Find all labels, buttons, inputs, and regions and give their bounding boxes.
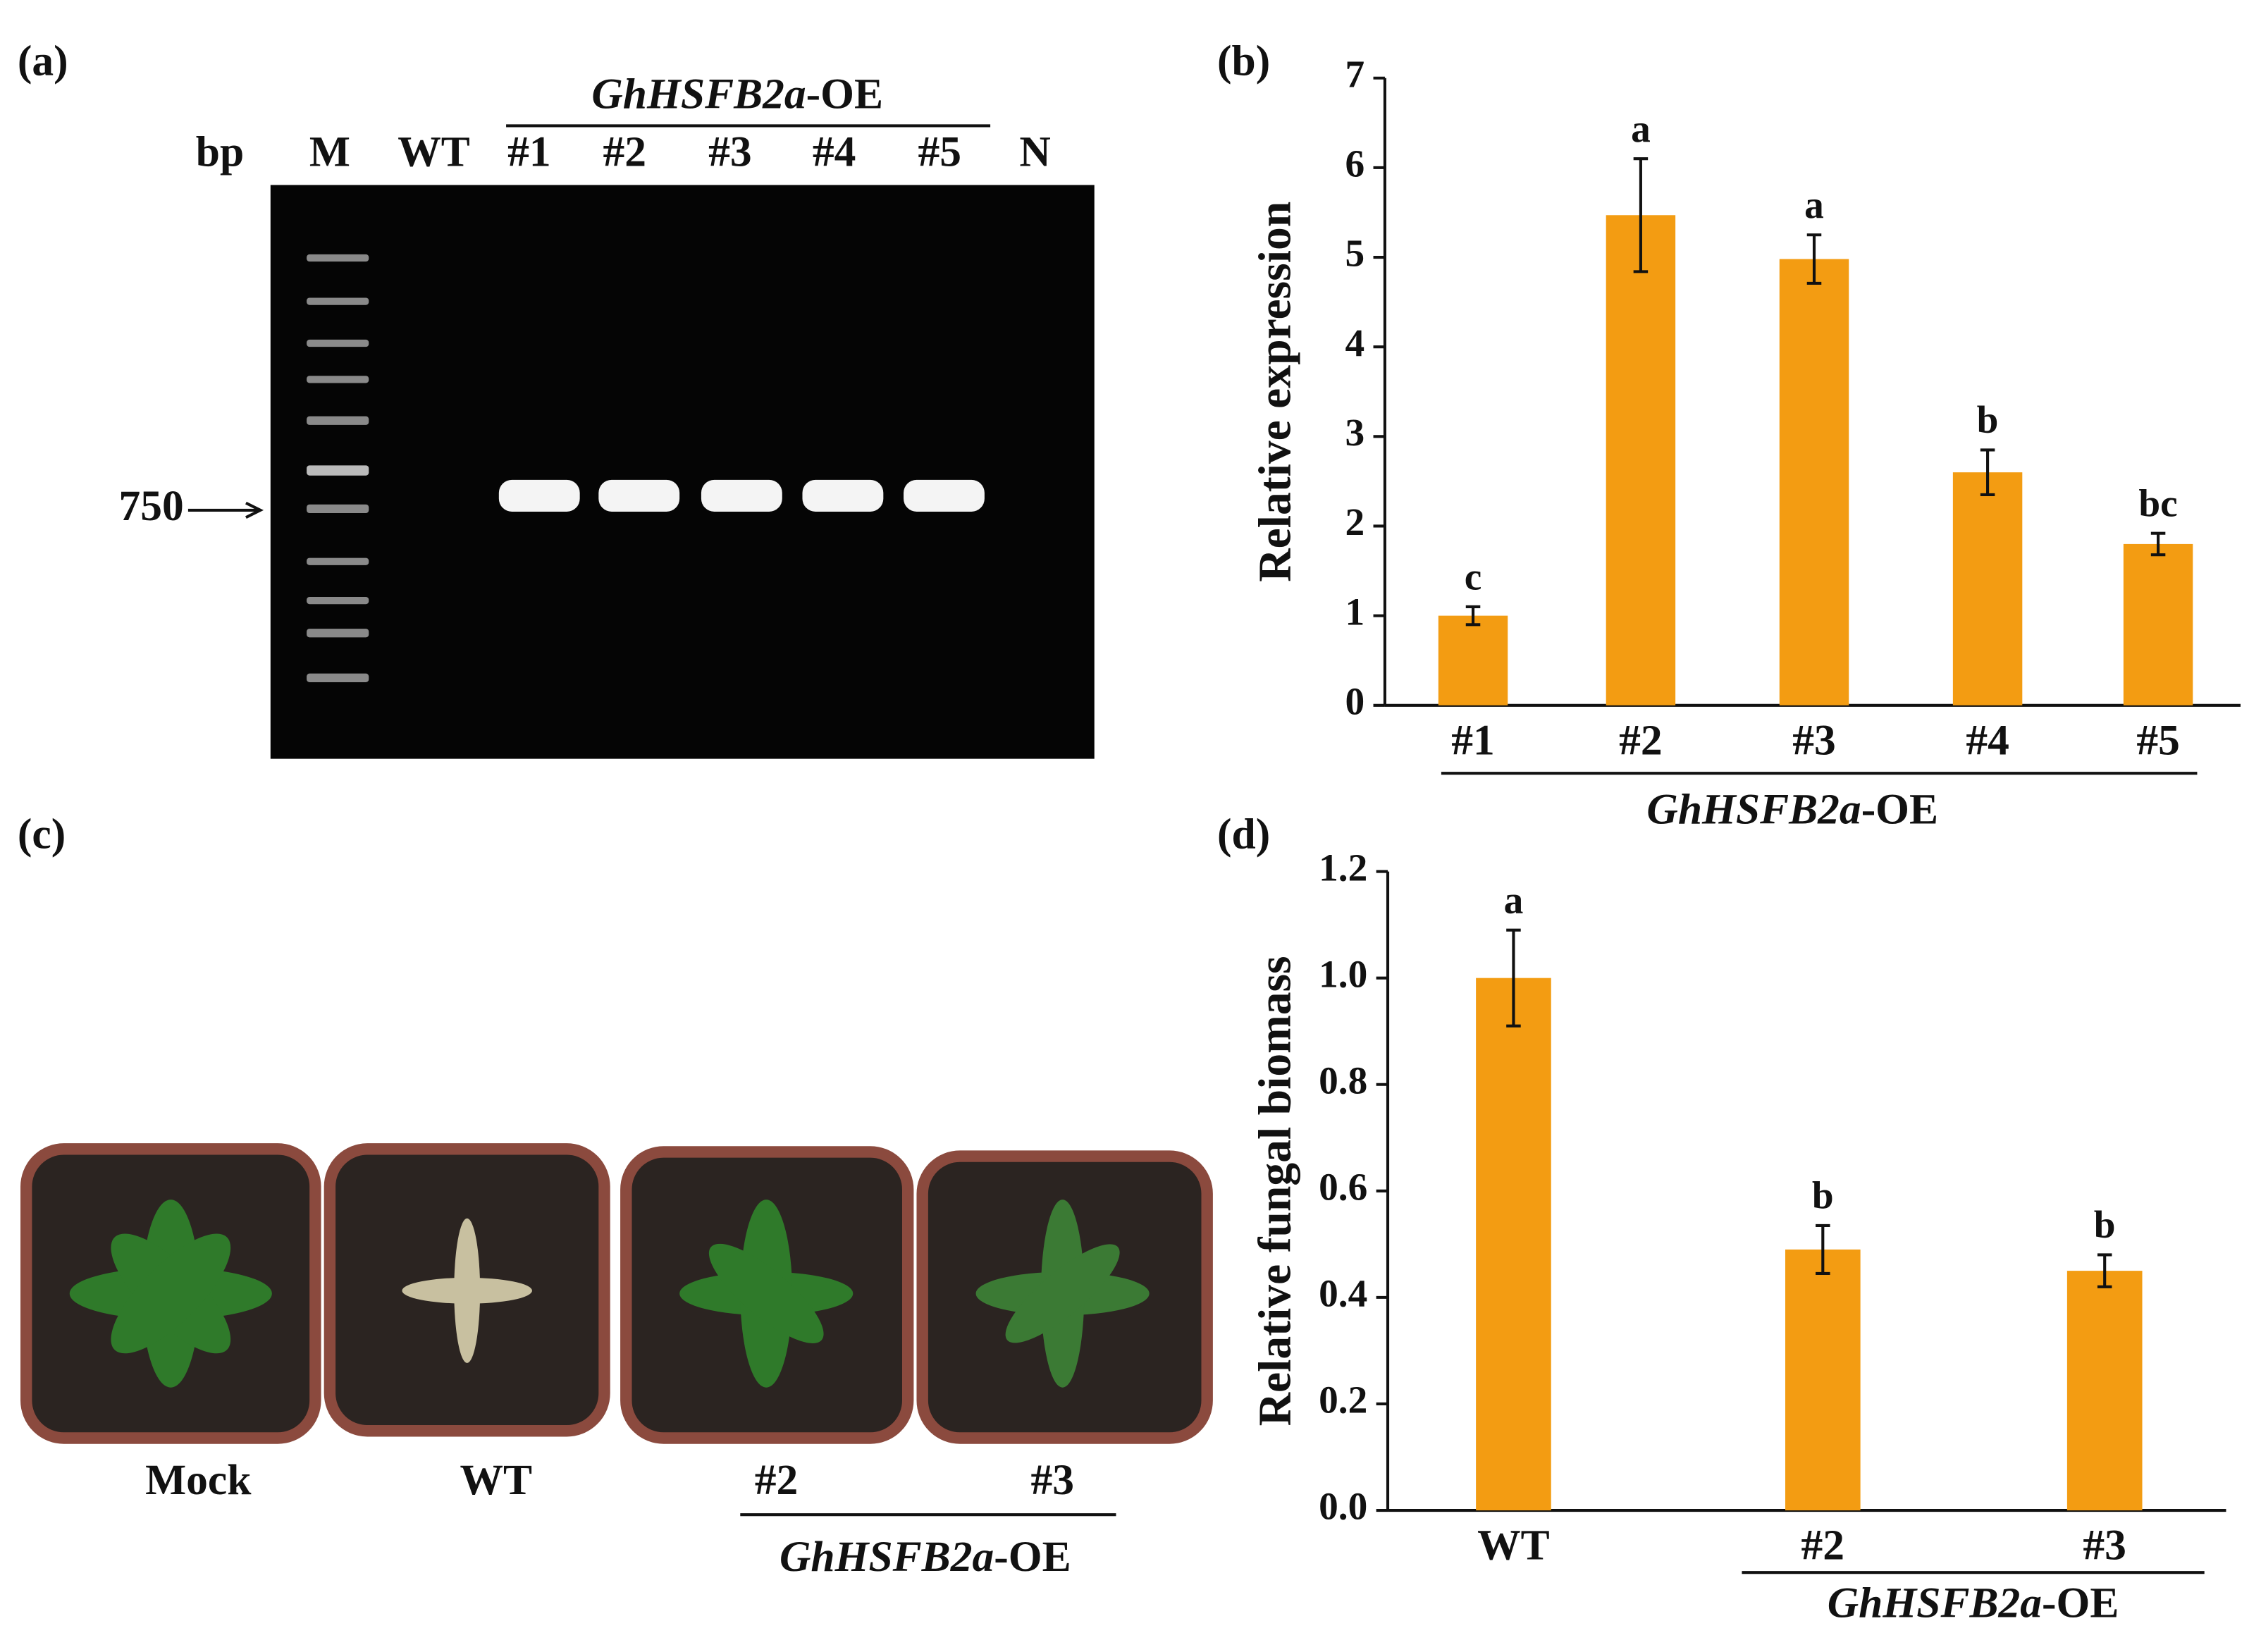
group-label-suffix: -OE <box>1861 786 1938 834</box>
bar <box>1606 215 1676 705</box>
x-tick-label: #4 <box>1966 716 2009 764</box>
group-label-gene: GhHSFB2a <box>591 70 806 118</box>
marker-arrow-head <box>245 501 264 519</box>
panel-label: (d) <box>1217 810 1270 858</box>
plant-label: #2 <box>755 1456 799 1504</box>
error-bar <box>1465 605 1481 627</box>
y-tick-label: 2 <box>1345 500 1365 543</box>
bar <box>1779 259 1849 705</box>
significance-letter: a <box>1631 107 1651 150</box>
error-bar <box>1506 928 1521 1028</box>
lane-label: N <box>1019 128 1050 176</box>
lane-label: #5 <box>918 128 962 176</box>
y-axis-label: Relative fungal biomass <box>1250 956 1300 1426</box>
bar <box>2066 1271 2143 1511</box>
x-tick-label: #3 <box>1792 716 1836 764</box>
lane-label: #3 <box>708 128 752 176</box>
size-unit: bp <box>196 128 244 176</box>
size-marker: 750 <box>118 482 183 530</box>
lane-label: M <box>309 128 350 176</box>
group-label: GhHSFB2a-OE <box>780 1533 1071 1581</box>
bar <box>1476 978 1551 1511</box>
bar <box>2123 543 2193 705</box>
error-bar <box>1633 157 1649 273</box>
error-bar <box>1806 233 1822 285</box>
x-tick-label: #1 <box>1451 716 1495 764</box>
plant-label: #3 <box>1031 1456 1075 1504</box>
panel-label: (b) <box>1217 37 1270 85</box>
error-bar <box>1980 448 1995 497</box>
group-label-suffix: -OE <box>994 1533 1071 1581</box>
lane-label: #1 <box>507 128 551 176</box>
group-label-suffix: -OE <box>806 70 883 118</box>
bar <box>1952 472 2023 705</box>
y-tick-label: 5 <box>1345 232 1365 275</box>
y-tick-label: 1.2 <box>1319 846 1367 889</box>
significance-letter: b <box>2094 1203 2116 1246</box>
group-label-gene: GhHSFB2a <box>1828 1579 2042 1627</box>
group-label: GhHSFB2a-OE <box>1646 786 1938 834</box>
ladder <box>307 254 369 682</box>
significance-letter: b <box>1977 398 1999 441</box>
y-tick-label: 0.6 <box>1319 1166 1367 1209</box>
y-tick-label: 6 <box>1345 142 1365 185</box>
y-tick-label: 1.0 <box>1319 952 1367 995</box>
group-label: GhHSFB2a-OE <box>591 70 883 118</box>
pcr-bands <box>498 479 985 512</box>
x-tick-label: #2 <box>1619 716 1663 764</box>
x-tick-label: #3 <box>2083 1522 2126 1570</box>
bar <box>1785 1249 1861 1511</box>
y-tick-label: 0.0 <box>1319 1485 1367 1528</box>
x-tick-label: #5 <box>2136 716 2180 764</box>
plant-label: Mock <box>145 1456 252 1504</box>
group-label-gene: GhHSFB2a <box>780 1533 994 1581</box>
bar <box>1438 615 1508 705</box>
y-tick-label: 7 <box>1345 52 1365 95</box>
error-bar <box>2097 1253 2112 1288</box>
plant-photo <box>20 1143 1213 1444</box>
y-axis-label: Relative expression <box>1250 202 1300 582</box>
group-label-suffix: -OE <box>2042 1579 2119 1627</box>
significance-letter: c <box>1465 555 1482 598</box>
lane-label: #2 <box>603 128 646 176</box>
significance-letter: a <box>1504 878 1524 921</box>
lane-label: WT <box>398 128 470 176</box>
significance-letter: b <box>1812 1174 1834 1217</box>
y-tick-label: 0.8 <box>1319 1059 1367 1102</box>
gel <box>270 185 1095 759</box>
y-tick-label: 4 <box>1345 321 1365 364</box>
y-tick-label: 0.2 <box>1319 1379 1367 1422</box>
significance-letter: bc <box>2138 481 2177 524</box>
x-tick-label: #2 <box>1801 1522 1845 1570</box>
plant-label: WT <box>460 1456 532 1504</box>
panel-label: (c) <box>18 810 66 858</box>
y-tick-label: 0 <box>1345 679 1365 722</box>
x-tick-label: WT <box>1477 1522 1550 1570</box>
lane-label: #4 <box>813 128 856 176</box>
panel-label: (a) <box>18 37 68 85</box>
error-bar <box>2150 531 2166 557</box>
y-tick-label: 3 <box>1345 411 1365 454</box>
significance-letter: a <box>1804 183 1824 226</box>
group-label: GhHSFB2a-OE <box>1828 1579 2119 1627</box>
group-label-gene: GhHSFB2a <box>1646 786 1861 834</box>
y-tick-label: 0.4 <box>1319 1272 1367 1315</box>
error-bar <box>1816 1223 1830 1275</box>
y-tick-label: 1 <box>1345 590 1365 633</box>
